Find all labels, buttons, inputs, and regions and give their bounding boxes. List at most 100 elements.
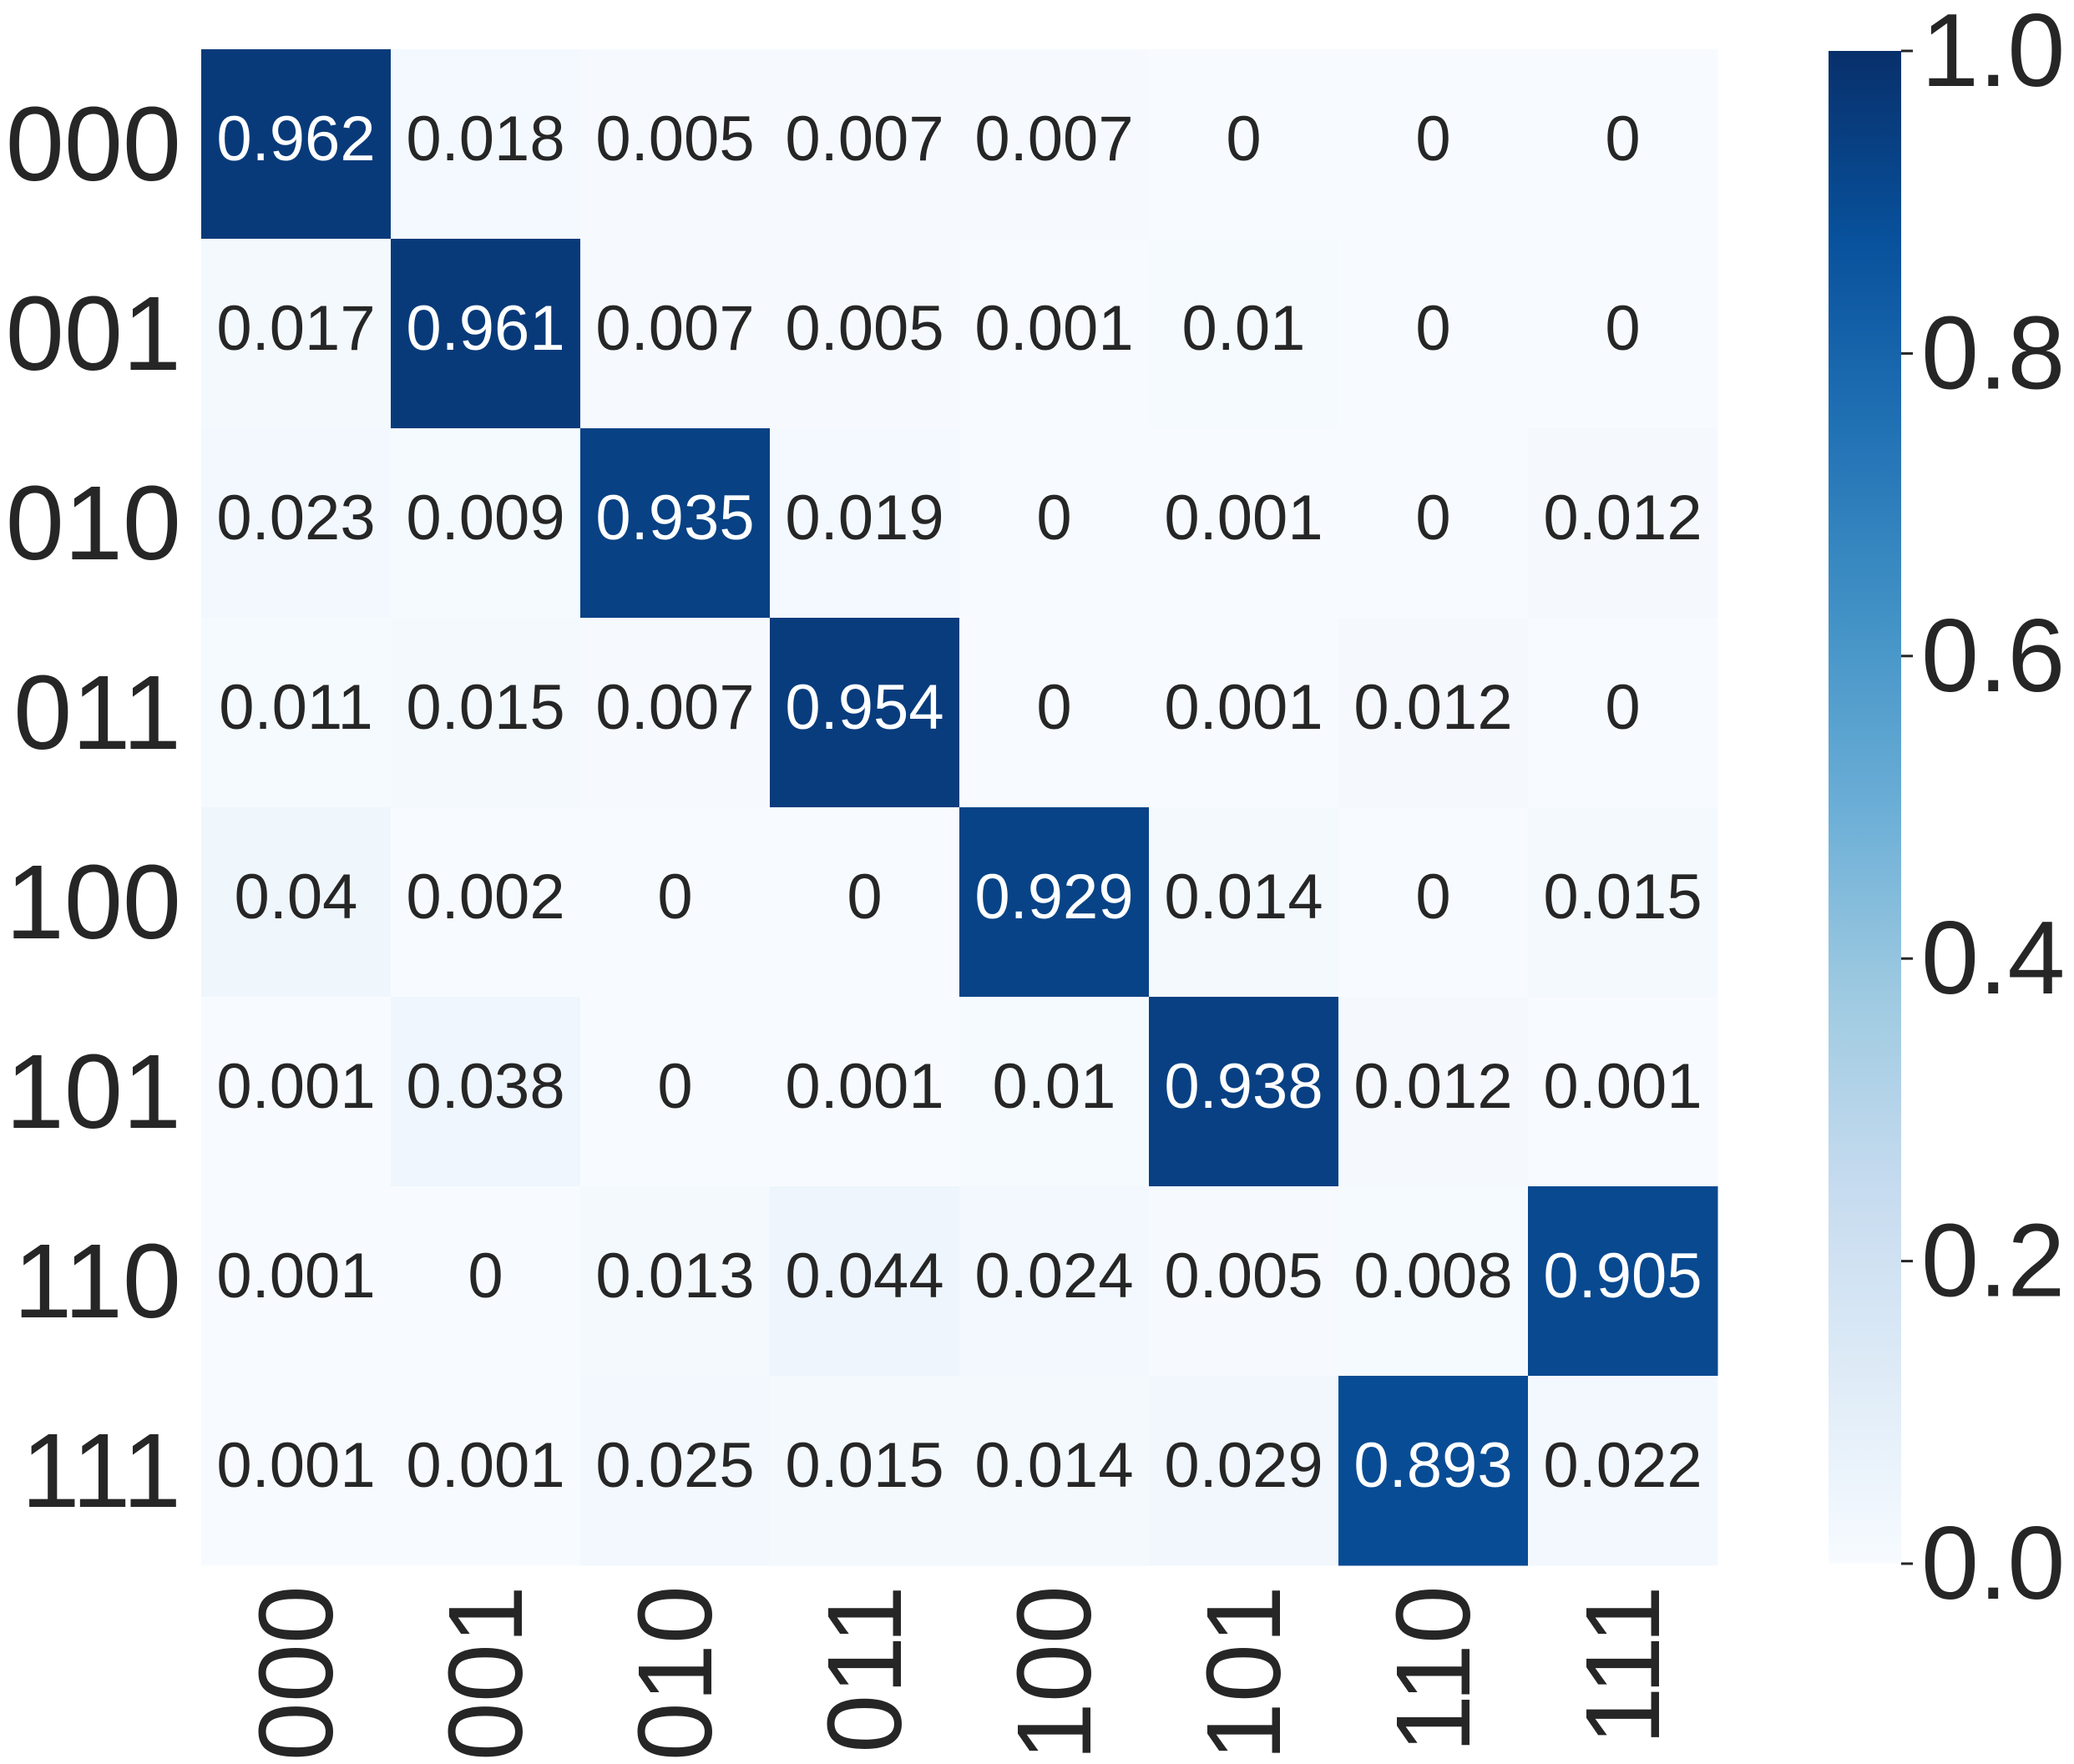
heatmap-cell-r2-c6 [1338,428,1529,619]
heatmap-cell-r0-c1 [391,49,581,240]
heatmap-cell-r3-c7 [1528,618,1718,808]
cell-value-label-r2-c2: 0.935 [595,483,754,553]
heatmap-cell-r7-c6 [1338,1376,1529,1566]
colorbar-tick-label-2: 0.4 [1921,901,2065,1016]
cell-value-label-r5-c4: 0.01 [993,1051,1116,1122]
heatmap-cell-r2-c1 [391,428,581,619]
cell-value-label-r7-c0: 0.001 [216,1430,375,1501]
cell-value-label-r5-c7: 0.001 [1543,1051,1702,1122]
heatmap-cell-r4-c3 [770,807,960,998]
cell-value-label-r4-c7: 0.015 [1543,862,1702,933]
cell-value-label-r6-c4: 0.024 [974,1241,1133,1312]
heatmap-cell-r7-c2 [580,1376,771,1566]
cell-value-label-r2-c4: 0 [1036,483,1071,553]
heatmap-cell-r0-c7 [1528,49,1718,240]
cell-value-label-r3-c1: 0.015 [406,672,564,743]
heatmap-cell-r1-c1 [391,239,581,429]
heatmap-cell-r2-c7 [1528,428,1718,619]
y-tick-label-0: 000 [6,85,181,203]
x-tick-label-7: 111 [1564,1585,1682,1746]
heatmap-cell-labels: 0.962 0.018 0.005 0.007 0.007 0 0 0 0.017 0.961 0.… [216,104,1702,1501]
cell-value-label-r0-c2: 0.005 [595,104,754,174]
cell-value-label-r4-c4: 0.929 [974,862,1133,933]
cell-value-label-r5-c1: 0.038 [406,1051,564,1122]
x-tick-label-3: 011 [806,1585,923,1753]
cell-value-label-r7-c1: 0.001 [406,1430,564,1501]
cell-value-label-r4-c6: 0 [1415,862,1450,933]
heatmap-cell-r2-c3 [770,428,960,619]
heatmap-cell-r4-c5 [1149,807,1339,998]
heatmap-cell-r7-c5 [1149,1376,1339,1566]
cell-value-label-r2-c5: 0.001 [1164,483,1323,553]
cell-value-label-r0-c3: 0.007 [785,104,943,174]
heatmap-cell-r3-c2 [580,618,771,808]
cell-value-label-r4-c1: 0.002 [406,862,564,933]
colorbar-tick-label-1: 0.2 [1921,1204,2065,1319]
heatmap-cell-r6-c1 [391,1186,581,1377]
y-tick-label-5: 101 [6,1033,181,1150]
heatmap-cell-r4-c6 [1338,807,1529,998]
heatmap-cell-r2-c5 [1149,428,1339,619]
y-tick-label-2: 010 [6,464,181,582]
heatmap-cell-r1-c2 [580,239,771,429]
heatmap-cell-r4-c0 [201,807,392,998]
cell-value-label-r1-c2: 0.007 [595,293,754,364]
y-tick-label-4: 100 [6,843,181,961]
x-tick-label-6: 110 [1374,1585,1492,1753]
heatmap-cell-r0-c4 [959,49,1150,240]
heatmap-cell-r1-c3 [770,239,960,429]
cell-value-label-r1-c3: 0.005 [785,293,943,364]
cell-value-label-r7-c7: 0.022 [1543,1430,1702,1501]
cell-value-label-r0-c1: 0.018 [406,104,564,174]
heatmap-cell-r6-c3 [770,1186,960,1377]
cell-value-label-r5-c2: 0 [657,1051,692,1122]
y-tick-label-6: 110 [13,1222,181,1340]
cell-value-label-r0-c6: 0 [1415,104,1450,174]
cell-value-label-r6-c5: 0.005 [1164,1241,1323,1312]
cell-value-label-r5-c3: 0.001 [785,1051,943,1122]
heatmap-cell-r1-c0 [201,239,392,429]
heatmap-cell-r5-c5 [1149,997,1339,1187]
cell-value-label-r4-c2: 0 [657,862,692,933]
heatmap-cell-r0-c0 [201,49,392,240]
heatmap-cell-r2-c2 [580,428,771,619]
cell-value-label-r6-c3: 0.044 [785,1241,943,1312]
y-tick-label-3: 011 [13,654,181,771]
heatmap-cell-r5-c2 [580,997,771,1187]
x-tick-label-4: 100 [995,1585,1113,1761]
heatmap-cell-r5-c0 [201,997,392,1187]
heatmap-cell-r5-c7 [1528,997,1718,1187]
heatmap-cell-r3-c4 [959,618,1150,808]
heatmap-cell-r7-c1 [391,1376,581,1566]
heatmap-cell-r7-c3 [770,1376,960,1566]
heatmap-cells [201,49,1718,1566]
heatmap-cell-r3-c3 [770,618,960,808]
heatmap-cell-r1-c6 [1338,239,1529,429]
heatmap-cell-r3-c6 [1338,618,1529,808]
heatmap-cell-r7-c4 [959,1376,1150,1566]
heatmap-cell-r1-c4 [959,239,1150,429]
cell-value-label-r1-c5: 0.01 [1182,293,1306,364]
cell-value-label-r6-c0: 0.001 [216,1241,375,1312]
cell-value-label-r2-c1: 0.009 [406,483,564,553]
cell-value-label-r6-c1: 0 [468,1241,503,1312]
y-tick-label-7: 111 [21,1412,181,1529]
heatmap-cell-r6-c7 [1528,1186,1718,1377]
heatmap-cell-r1-c7 [1528,239,1718,429]
heatmap-cell-r6-c4 [959,1186,1150,1377]
heatmap-cell-r4-c2 [580,807,771,998]
cell-value-label-r1-c4: 0.001 [974,293,1133,364]
heatmap-cell-r4-c7 [1528,807,1718,998]
colorbar-gradient-bar [1829,51,1901,1564]
heatmap-cell-r2-c4 [959,428,1150,619]
colorbar-tick-label-3: 0.6 [1921,599,2065,714]
y-tick-label-1: 001 [6,275,181,392]
cell-value-label-r3-c3: 0.954 [785,672,943,743]
cell-value-label-r2-c6: 0 [1415,483,1450,553]
x-tick-label-2: 010 [616,1585,734,1761]
cell-value-label-r3-c0: 0.011 [219,672,373,743]
heatmap-cell-r3-c1 [391,618,581,808]
cell-value-label-r4-c5: 0.014 [1164,862,1323,933]
heatmap-cell-r4-c4 [959,807,1150,998]
heatmap-cell-r6-c6 [1338,1186,1529,1377]
